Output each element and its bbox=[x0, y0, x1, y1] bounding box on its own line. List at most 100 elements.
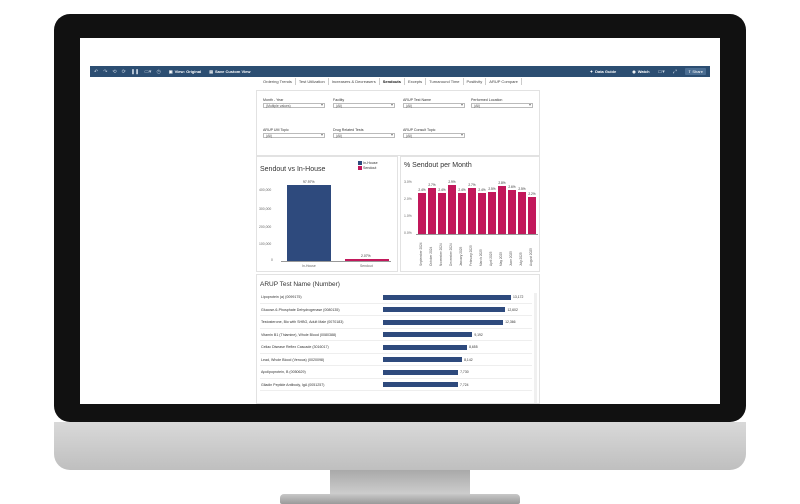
test-row-value: 12,366 bbox=[505, 320, 516, 324]
replay-icon[interactable]: ▭▾ bbox=[144, 68, 152, 75]
eye-icon: ◉ bbox=[632, 69, 636, 74]
redo-icon[interactable]: ↷ bbox=[103, 68, 108, 75]
test-row-value: 8,655 bbox=[469, 345, 478, 349]
test-row-label: Lipoprotein (a) (0099175) bbox=[261, 295, 302, 299]
sendout-vs-inhouse-panel: Sendout vs In-House In-House Sendout 400… bbox=[256, 156, 398, 272]
monthly-y-tick: 1.0% bbox=[404, 214, 412, 218]
toolbar: ↶ ↷ ⟲ ⟳ ❚❚ ▭▾ ◷ ▣ View: Original ▤ Save Cu… bbox=[90, 66, 710, 77]
test-row-divider bbox=[260, 352, 532, 354]
monthly-y-tick: 3.0% bbox=[404, 180, 412, 184]
tab-turnaround-time[interactable]: Turnaround Time bbox=[426, 78, 464, 85]
monitor-stand-neck bbox=[330, 470, 470, 496]
month-value-label: 2.2% bbox=[528, 191, 536, 196]
month-value-label: 2.7% bbox=[468, 183, 476, 188]
tab-increasers-decreasers[interactable]: Increasers & Decreasers bbox=[329, 78, 380, 85]
month-axis-label: February 2025 bbox=[469, 245, 473, 266]
bar-pct-label: 2.07% bbox=[361, 254, 371, 259]
filter-panel: Month - Year (Multiple values) Facility … bbox=[256, 90, 540, 156]
month-value-label: 2.4% bbox=[418, 188, 426, 193]
filter-arup-um-topic: ARUP UM Topic (All) bbox=[263, 128, 325, 138]
month-axis-label: September 2024 bbox=[419, 242, 423, 266]
month-value-label: 2.4% bbox=[458, 188, 466, 193]
arup-test-name-select[interactable]: (All) bbox=[403, 103, 465, 108]
test-row-divider bbox=[260, 327, 532, 329]
data-guide-button[interactable]: ✦ Data Guide bbox=[589, 69, 617, 74]
filter-performed-location: Performed Location (All) bbox=[471, 98, 533, 108]
sendout-legend: In-House Sendout bbox=[358, 161, 378, 171]
test-row-divider bbox=[260, 340, 532, 341]
fullscreen-icon[interactable]: ⤢ bbox=[672, 68, 677, 75]
test-row-label: Testosterone, Bio with SHBG, Adult Male … bbox=[261, 320, 344, 324]
month-value-label: 2.8% bbox=[498, 181, 506, 186]
bar-in-house bbox=[287, 184, 331, 261]
tab-test-utilization[interactable]: Test Utilization bbox=[296, 78, 329, 85]
test-row-bar bbox=[383, 319, 504, 325]
test-row-value: 13,172 bbox=[513, 295, 524, 299]
month-bar bbox=[478, 193, 486, 234]
month-bar bbox=[468, 188, 476, 234]
revert-icon[interactable]: ⟲ bbox=[112, 68, 117, 75]
share-button[interactable]: ⇪ Share bbox=[684, 68, 706, 75]
month-bar bbox=[498, 186, 506, 234]
drug-related-tests-select[interactable]: (All) bbox=[333, 133, 395, 138]
legend-swatch-inhouse bbox=[358, 161, 362, 166]
tab-positivity[interactable]: Positivity bbox=[464, 78, 487, 85]
tab-sendouts[interactable]: Sendouts bbox=[380, 78, 405, 85]
test-row-value: 8,142 bbox=[464, 357, 473, 362]
sendout-chart-title: Sendout vs In-House bbox=[260, 166, 326, 173]
test-row-divider bbox=[260, 377, 532, 379]
pause-icon[interactable]: ❚❚ bbox=[130, 68, 140, 75]
month-axis-label: June 2025 bbox=[509, 251, 513, 266]
dashboard-screen: ↶ ↷ ⟲ ⟳ ❚❚ ▭▾ ◷ ▣ View: Original ▤ Save Cu… bbox=[80, 38, 720, 404]
bar-category-label: Sendout bbox=[360, 264, 373, 268]
test-row-label: Celiac Disease Reflex Cascade (3016017) bbox=[261, 345, 329, 349]
save-custom-view-button[interactable]: ▤ Save Custom View bbox=[209, 69, 251, 74]
month-value-label: 2.7% bbox=[428, 183, 436, 188]
sendout-y-tick: 300,000 bbox=[259, 207, 272, 211]
month-axis-label: April 2025 bbox=[489, 251, 493, 266]
test-row-divider bbox=[260, 302, 532, 304]
filter-drug-related-tests: Drug Related Tests (All) bbox=[333, 128, 395, 138]
month-value-label: 2.4% bbox=[478, 188, 486, 193]
filter-facility: Facility (All) bbox=[333, 98, 395, 108]
arup-consult-topic-select[interactable]: (All) bbox=[403, 133, 465, 138]
month-year-select[interactable]: (Multiple values) bbox=[263, 103, 325, 108]
refresh-icon[interactable]: ⟳ bbox=[121, 68, 126, 75]
sendout-chart-baseline bbox=[281, 261, 391, 262]
test-row-label: Vitamin B1 (Thiamine), Whole Blood (0080… bbox=[261, 332, 337, 337]
month-bar bbox=[528, 196, 536, 234]
month-bar bbox=[428, 188, 436, 234]
table-scrollbar[interactable] bbox=[534, 293, 537, 403]
test-row-bar bbox=[383, 382, 459, 387]
view-original-button[interactable]: ▣ View: Original bbox=[168, 69, 202, 74]
test-row-label: Apolipoprotein, B (0050629) bbox=[261, 370, 306, 374]
legend-swatch-sendout bbox=[358, 166, 362, 171]
tab-arup-compare[interactable]: ARUP Compare bbox=[486, 78, 522, 85]
monitor-chin bbox=[54, 422, 746, 470]
month-axis-label: December 2024 bbox=[449, 243, 453, 266]
comment-icon[interactable]: ▭▾ bbox=[657, 68, 665, 75]
history-icon[interactable]: ◷ bbox=[156, 68, 161, 75]
tab-ordering-trends[interactable]: Ordering Trends bbox=[260, 78, 296, 85]
month-value-label: 2.4% bbox=[438, 188, 446, 193]
test-row-bar bbox=[383, 344, 468, 350]
filter-month-year: Month - Year (Multiple values) bbox=[263, 98, 325, 108]
test-row-value: 9,192 bbox=[474, 332, 483, 337]
monthly-y-tick: 2.0% bbox=[404, 197, 412, 201]
monthly-chart-baseline bbox=[416, 234, 538, 235]
month-bar bbox=[448, 184, 456, 234]
arup-um-topic-select[interactable]: (All) bbox=[263, 133, 325, 138]
undo-icon[interactable]: ↶ bbox=[94, 68, 99, 75]
test-row-divider bbox=[260, 315, 532, 316]
arup-test-name-panel: ARUP Test Name (Number) Lipoprotein (a) … bbox=[256, 274, 540, 404]
facility-select[interactable]: (All) bbox=[333, 103, 395, 108]
monthly-y-tick: 0.0% bbox=[404, 231, 412, 235]
dashboard-tabs: Ordering Trends Test Utilization Increas… bbox=[260, 78, 522, 85]
watch-button[interactable]: ◉ Watch bbox=[632, 69, 650, 74]
save-icon: ▤ bbox=[209, 69, 213, 74]
performed-location-select[interactable]: (All) bbox=[471, 103, 533, 108]
filter-arup-test-name: ARUP Test Name (All) bbox=[403, 98, 465, 108]
tab-excepts[interactable]: Excepts bbox=[405, 78, 427, 85]
bar-sendout bbox=[345, 259, 389, 261]
legend-item-inhouse: In-House bbox=[358, 161, 378, 166]
